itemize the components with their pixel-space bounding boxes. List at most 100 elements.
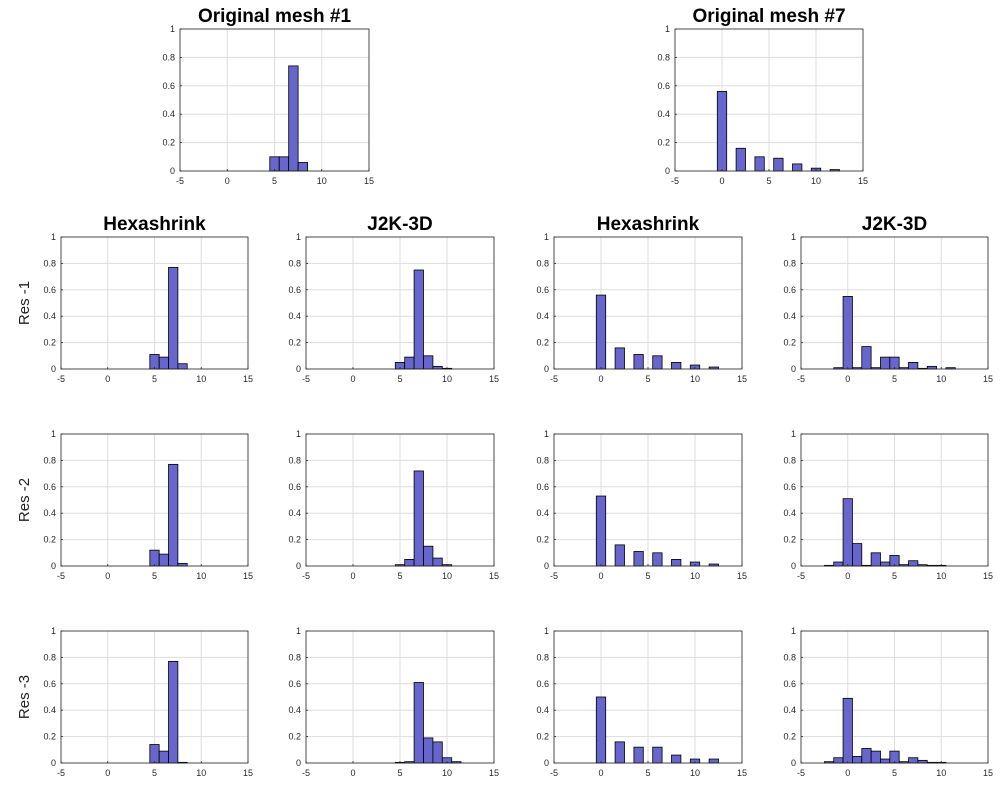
histogram-bar — [413, 682, 424, 764]
subplot-title: Original mesh #7 — [692, 6, 845, 27]
x-tick-label: 0 — [350, 768, 355, 778]
y-tick-label: 0.4 — [43, 705, 56, 715]
x-tick-label: 5 — [645, 374, 650, 384]
x-tick-label: 10 — [690, 571, 700, 581]
x-tick-label: 10 — [690, 768, 700, 778]
y-tick-label: 0.4 — [783, 705, 796, 715]
x-tick-label: 0 — [105, 768, 110, 778]
x-tick-label: 5 — [892, 571, 897, 581]
x-tick-label: 10 — [811, 176, 821, 186]
histogram-bar — [269, 156, 280, 172]
histogram-bar — [852, 756, 863, 764]
x-tick-label: 0 — [105, 374, 110, 384]
y-tick-label: 0 — [791, 561, 796, 571]
x-tick-label: -5 — [797, 571, 805, 581]
y-tick-label: 0 — [544, 758, 549, 768]
y-tick-label: 0.2 — [536, 338, 549, 348]
x-tick-label: 10 — [196, 374, 206, 384]
histogram-bar — [633, 746, 644, 764]
y-tick-label: 1 — [296, 232, 301, 242]
x-tick-label: -5 — [57, 571, 65, 581]
histogram-bar — [595, 495, 607, 567]
subplot-title: J2K-3D — [367, 214, 432, 235]
histogram-bar — [633, 354, 644, 370]
histogram-bar — [404, 559, 415, 567]
y-tick-label: 1 — [51, 626, 56, 636]
y-tick-label: 0.2 — [783, 338, 796, 348]
histogram-bar — [833, 561, 844, 567]
histogram-bar — [614, 347, 625, 370]
y-tick-label: 0.2 — [536, 732, 549, 742]
x-tick-label: 10 — [442, 768, 452, 778]
histogram-bar — [870, 750, 881, 764]
x-tick-label: 15 — [364, 176, 374, 186]
y-tick-label: 0.6 — [536, 679, 549, 689]
histogram-bar — [168, 660, 179, 764]
x-tick-label: 0 — [598, 571, 603, 581]
y-tick-label: 0 — [544, 364, 549, 374]
x-tick-label: -5 — [797, 374, 805, 384]
y-tick-label: 0.8 — [536, 652, 549, 662]
y-tick-label: 0.8 — [536, 258, 549, 268]
x-tick-label: -5 — [302, 768, 310, 778]
y-tick-label: 0.4 — [288, 705, 301, 715]
y-tick-label: 0.8 — [43, 455, 56, 465]
histogram-bar — [880, 356, 891, 370]
y-tick-label: 0.2 — [288, 732, 301, 742]
y-tick-label: 0.2 — [288, 535, 301, 545]
x-tick-label: 5 — [272, 176, 277, 186]
x-tick-label: 15 — [983, 571, 993, 581]
y-tick-label: 1 — [665, 24, 670, 34]
histogram-bar — [773, 157, 784, 172]
histogram-bar — [158, 356, 169, 370]
histogram-bar — [633, 551, 644, 567]
x-tick-label: -5 — [176, 176, 184, 186]
x-tick-label: -5 — [671, 176, 679, 186]
x-tick-label: 10 — [936, 571, 946, 581]
x-tick-label: -5 — [302, 374, 310, 384]
y-tick-label: 0.2 — [162, 138, 175, 148]
histogram-bar — [861, 748, 872, 764]
y-tick-label: 0.2 — [783, 535, 796, 545]
y-tick-label: 0 — [296, 758, 301, 768]
y-tick-label: 0.6 — [288, 679, 301, 689]
x-tick-label: 15 — [983, 374, 993, 384]
y-tick-label: 1 — [51, 429, 56, 439]
row-label-res-2: Res -2 — [16, 478, 33, 522]
histogram-bar — [880, 561, 891, 567]
x-tick-label: 5 — [766, 176, 771, 186]
histogram-bar — [149, 549, 160, 567]
x-tick-label: 15 — [737, 571, 747, 581]
y-tick-label: 0.6 — [657, 81, 670, 91]
histogram-bar — [671, 559, 682, 567]
y-tick-label: 0 — [51, 561, 56, 571]
y-tick-label: 0.4 — [43, 311, 56, 321]
x-tick-label: 5 — [152, 768, 157, 778]
y-tick-label: 0.6 — [288, 285, 301, 295]
y-tick-label: 0.6 — [162, 81, 175, 91]
x-tick-label: 10 — [317, 176, 327, 186]
subplot-title: J2K-3D — [862, 214, 927, 235]
histogram-bar — [908, 757, 919, 764]
y-tick-label: 0.4 — [288, 311, 301, 321]
histogram-bar — [880, 758, 891, 764]
y-tick-label: 0.8 — [783, 258, 796, 268]
y-tick-label: 0.8 — [657, 52, 670, 62]
y-tick-label: 0.8 — [783, 652, 796, 662]
histogram-bar — [842, 295, 853, 370]
y-tick-label: 1 — [170, 24, 175, 34]
histogram-bar — [168, 463, 179, 567]
y-tick-label: 0.8 — [288, 258, 301, 268]
histogram-bar — [423, 545, 434, 567]
x-tick-label: 10 — [442, 571, 452, 581]
histogram-bar — [870, 552, 881, 567]
